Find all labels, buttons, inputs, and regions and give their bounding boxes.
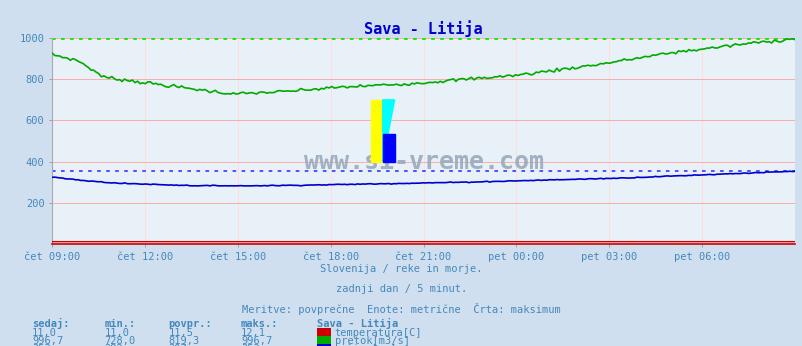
Text: Sava - Litija: Sava - Litija: [317, 318, 398, 329]
Text: 11,0: 11,0: [32, 328, 57, 338]
Text: 819,3: 819,3: [168, 336, 200, 346]
Text: 282: 282: [104, 344, 123, 346]
Text: Meritve: povprečne  Enote: metrične  Črta: maksimum: Meritve: povprečne Enote: metrične Črta:…: [242, 303, 560, 315]
Text: 353: 353: [241, 344, 259, 346]
Text: pretok[m3/s]: pretok[m3/s]: [334, 336, 409, 346]
Text: temperatura[C]: temperatura[C]: [334, 328, 422, 338]
Text: 11,5: 11,5: [168, 328, 193, 338]
Polygon shape: [383, 100, 394, 162]
Text: min.:: min.:: [104, 319, 136, 329]
Text: 307: 307: [168, 344, 187, 346]
Text: sedaj:: sedaj:: [32, 318, 70, 329]
Text: 996,7: 996,7: [32, 336, 63, 346]
Text: Slovenija / reke in morje.: Slovenija / reke in morje.: [320, 264, 482, 274]
Bar: [383, 134, 394, 162]
Text: višina[cm]: višina[cm]: [334, 344, 397, 346]
Text: www.si-vreme.com: www.si-vreme.com: [303, 149, 543, 174]
Text: zadnji dan / 5 minut.: zadnji dan / 5 minut.: [335, 284, 467, 294]
Text: 996,7: 996,7: [241, 336, 272, 346]
Bar: [371, 100, 383, 162]
Text: 12,1: 12,1: [241, 328, 265, 338]
Text: povpr.:: povpr.:: [168, 319, 212, 329]
Text: 11,0: 11,0: [104, 328, 129, 338]
Text: 728,0: 728,0: [104, 336, 136, 346]
Title: Sava - Litija: Sava - Litija: [364, 20, 482, 37]
Text: 353: 353: [32, 344, 51, 346]
Text: maks.:: maks.:: [241, 319, 278, 329]
